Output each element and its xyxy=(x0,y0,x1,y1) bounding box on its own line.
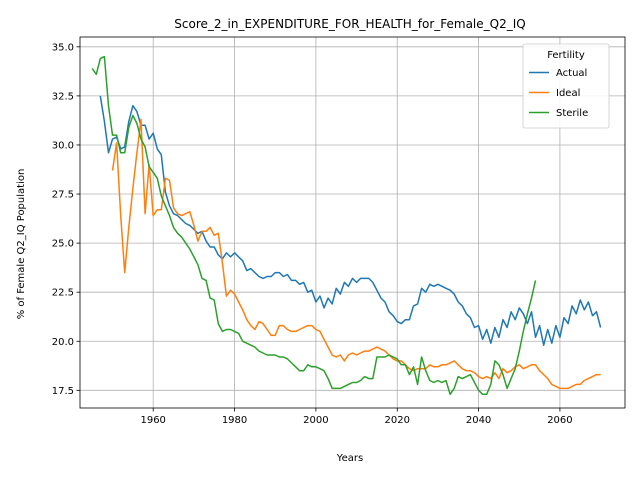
legend-title: Fertility xyxy=(547,50,585,61)
axis-ticks: 1960 1980 2000 2020 2040 2060 17.5 20.0 22.5 25.0… xyxy=(52,42,573,426)
y-tick-label: 30.0 xyxy=(52,140,74,151)
legend-label-actual: Actual xyxy=(556,68,587,79)
x-tick-label: 2020 xyxy=(385,415,410,426)
grid xyxy=(80,37,625,408)
series-line-actual xyxy=(99,95,602,346)
x-axis-title: Years xyxy=(336,453,363,464)
legend-label-ideal: Ideal xyxy=(556,88,580,99)
x-tick-label: 2060 xyxy=(547,415,572,426)
y-tick-label: 27.5 xyxy=(52,190,74,201)
series-line-sterile xyxy=(91,55,537,396)
x-tick-label: 2000 xyxy=(303,415,328,426)
series-layer xyxy=(91,55,602,396)
series-line-ideal xyxy=(111,118,601,390)
x-tick-label: 1980 xyxy=(222,415,247,426)
y-tick-label: 22.5 xyxy=(52,288,74,299)
y-tick-label: 32.5 xyxy=(52,91,74,102)
x-tick-label: 1960 xyxy=(140,415,165,426)
chart-title: Score_2_in_EXPENDITURE_FOR_HEALTH_for_Fe… xyxy=(174,17,525,31)
plot-area xyxy=(79,36,626,409)
legend-label-sterile: Sterile xyxy=(556,108,588,119)
y-axis-title: % of Female Q2_IQ Population xyxy=(16,169,27,320)
legend: Fertility Actual Ideal Sterile xyxy=(522,43,610,129)
legend-frame xyxy=(522,43,610,129)
y-tick-label: 25.0 xyxy=(52,239,74,250)
y-tick-label: 17.5 xyxy=(52,386,74,397)
y-tick-label: 20.0 xyxy=(52,337,74,348)
y-tick-label: 35.0 xyxy=(52,42,74,53)
x-tick-label: 2040 xyxy=(466,415,491,426)
